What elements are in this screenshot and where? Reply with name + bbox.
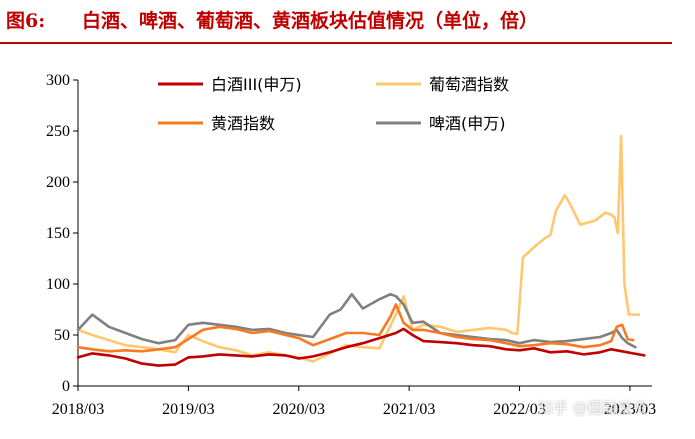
legend-label: 啤酒(申万) <box>429 114 506 133</box>
x-tick-label: 2018/03 <box>52 401 104 418</box>
series-line <box>76 134 641 363</box>
y-tick-label: 100 <box>46 276 70 293</box>
figure-header: 图6: 白酒、啤酒、葡萄酒、黄酒板块估值情况（单位，倍） <box>0 0 695 40</box>
watermark: 知乎 @国融投资 <box>538 399 648 417</box>
x-tick-label: 2022/03 <box>493 401 545 418</box>
y-tick-label: 150 <box>46 225 70 242</box>
legend-label: 白酒III(申万) <box>211 75 302 94</box>
legend-label: 葡萄酒指数 <box>429 75 509 94</box>
figure-number: 图6: <box>6 10 46 32</box>
x-tick-label: 2019/03 <box>162 401 214 418</box>
y-tick-label: 250 <box>46 123 70 140</box>
chart-series-layer <box>76 134 646 367</box>
series-line <box>76 327 646 367</box>
series-line <box>76 303 635 353</box>
y-tick-label: 50 <box>54 327 70 344</box>
legend-label: 黄酒指数 <box>211 114 275 133</box>
y-tick-label: 200 <box>46 174 70 191</box>
y-tick-label: 0 <box>62 378 70 395</box>
header-rule <box>0 42 672 44</box>
x-tick-label: 2021/03 <box>383 401 435 418</box>
x-tick-label: 2020/03 <box>273 401 325 418</box>
series-line <box>76 292 637 349</box>
x-tick-label: 2023/03 <box>604 401 656 418</box>
y-tick-label: 300 <box>46 72 70 89</box>
chart-axes: 0 50 100 150 200 250 300 2018/03 2019/03 2020/03 2… <box>46 72 656 418</box>
figure-title: 白酒、啤酒、葡萄酒、黄酒板块估值情况（单位，倍） <box>82 10 539 32</box>
